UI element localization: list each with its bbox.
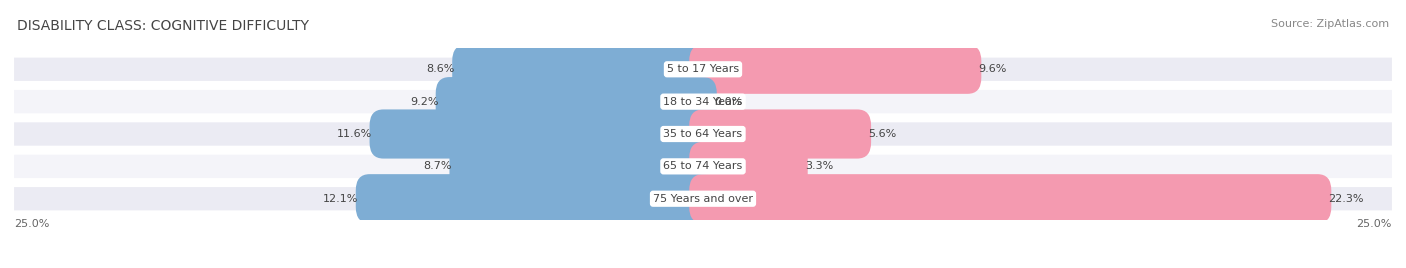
FancyBboxPatch shape	[14, 155, 1392, 178]
Text: 9.2%: 9.2%	[411, 97, 439, 107]
Text: 8.6%: 8.6%	[426, 64, 456, 74]
FancyBboxPatch shape	[14, 187, 1392, 210]
FancyBboxPatch shape	[436, 77, 717, 126]
Text: 3.3%: 3.3%	[806, 161, 834, 171]
Text: 65 to 74 Years: 65 to 74 Years	[664, 161, 742, 171]
Text: 75 Years and over: 75 Years and over	[652, 194, 754, 204]
FancyBboxPatch shape	[689, 109, 872, 159]
FancyBboxPatch shape	[14, 90, 1392, 113]
Text: 8.7%: 8.7%	[423, 161, 453, 171]
Text: Source: ZipAtlas.com: Source: ZipAtlas.com	[1271, 19, 1389, 29]
FancyBboxPatch shape	[689, 45, 981, 94]
Text: DISABILITY CLASS: COGNITIVE DIFFICULTY: DISABILITY CLASS: COGNITIVE DIFFICULTY	[17, 19, 309, 33]
Text: 35 to 64 Years: 35 to 64 Years	[664, 129, 742, 139]
FancyBboxPatch shape	[689, 142, 807, 191]
Text: 11.6%: 11.6%	[337, 129, 373, 139]
Text: 5.6%: 5.6%	[869, 129, 897, 139]
Text: 9.6%: 9.6%	[979, 64, 1007, 74]
Text: 25.0%: 25.0%	[1357, 219, 1392, 229]
Text: 25.0%: 25.0%	[14, 219, 49, 229]
FancyBboxPatch shape	[453, 45, 717, 94]
FancyBboxPatch shape	[356, 174, 717, 223]
FancyBboxPatch shape	[370, 109, 717, 159]
Text: 22.3%: 22.3%	[1329, 194, 1364, 204]
FancyBboxPatch shape	[450, 142, 717, 191]
Text: 12.1%: 12.1%	[323, 194, 359, 204]
FancyBboxPatch shape	[14, 58, 1392, 81]
Text: 18 to 34 Years: 18 to 34 Years	[664, 97, 742, 107]
FancyBboxPatch shape	[689, 174, 1331, 223]
FancyBboxPatch shape	[14, 122, 1392, 146]
Text: 5 to 17 Years: 5 to 17 Years	[666, 64, 740, 74]
Text: 0.0%: 0.0%	[714, 97, 742, 107]
